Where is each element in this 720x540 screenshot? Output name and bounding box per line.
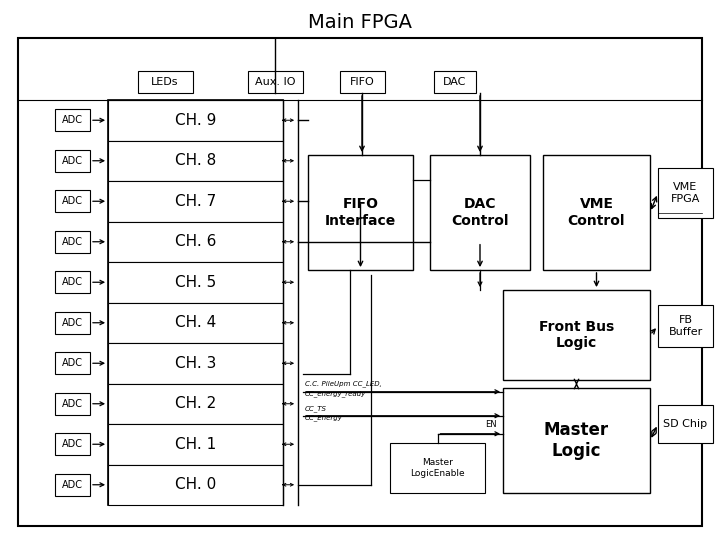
Text: FIFO: FIFO	[350, 77, 374, 87]
Bar	[108, 383, 283, 424]
Bar	[108, 100, 283, 505]
Text: ADC: ADC	[62, 358, 83, 368]
Text: ADC: ADC	[62, 237, 83, 247]
Text: VME
FPGA: VME FPGA	[671, 182, 700, 204]
Bar	[108, 464, 283, 505]
Text: Aux. IO: Aux. IO	[255, 77, 295, 87]
Text: C.C. PileUpm CC_LED,: C.C. PileUpm CC_LED,	[305, 380, 382, 387]
Text: FIFO
Interface: FIFO Interface	[325, 198, 396, 227]
Bar	[138, 71, 192, 93]
Bar	[503, 388, 650, 493]
Bar	[108, 343, 283, 383]
Text: Main FPGA: Main FPGA	[308, 12, 412, 31]
Text: EN: EN	[485, 420, 497, 429]
Bar	[55, 231, 90, 253]
Bar	[390, 443, 485, 493]
Text: CH. 6: CH. 6	[175, 234, 216, 249]
Text: ADC: ADC	[62, 399, 83, 409]
Text: CC_Energy: CC_Energy	[305, 414, 343, 421]
Text: CH. 0: CH. 0	[175, 477, 216, 492]
Text: DAC: DAC	[444, 77, 467, 87]
Bar	[55, 393, 90, 415]
Bar	[543, 155, 650, 270]
Bar	[108, 424, 283, 464]
Text: Master
Logic: Master Logic	[544, 421, 609, 460]
Text: ADC: ADC	[62, 480, 83, 490]
Bar	[658, 405, 713, 443]
Text: CH. 8: CH. 8	[175, 153, 216, 168]
Bar	[108, 100, 283, 140]
Bar	[503, 290, 650, 380]
Text: SD Chip: SD Chip	[663, 419, 708, 429]
Bar	[434, 71, 476, 93]
Bar	[55, 433, 90, 455]
Text: CH. 5: CH. 5	[175, 275, 216, 290]
Text: FB
Buffer: FB Buffer	[668, 315, 703, 337]
Bar	[108, 181, 283, 221]
Bar	[108, 140, 283, 181]
Text: ADC: ADC	[62, 318, 83, 328]
Text: CH. 3: CH. 3	[175, 356, 216, 371]
Bar	[55, 474, 90, 496]
Text: LEDs: LEDs	[151, 77, 179, 87]
Text: ADC: ADC	[62, 439, 83, 449]
Bar	[55, 150, 90, 172]
Bar	[55, 190, 90, 212]
Bar	[55, 109, 90, 131]
Text: CC_TS: CC_TS	[305, 406, 327, 412]
Bar	[430, 155, 530, 270]
Text: CC_energy_ready: CC_energy_ready	[305, 390, 366, 397]
Text: Master
LogicEnable: Master LogicEnable	[410, 458, 465, 478]
Text: CH. 2: CH. 2	[175, 396, 216, 411]
Text: DAC
Control: DAC Control	[451, 198, 509, 227]
Bar	[108, 302, 283, 343]
Text: ADC: ADC	[62, 115, 83, 125]
Text: CH. 1: CH. 1	[175, 437, 216, 452]
Bar	[308, 155, 413, 270]
Bar	[658, 305, 713, 347]
Text: ADC: ADC	[62, 156, 83, 166]
Bar	[55, 271, 90, 293]
Text: CH. 4: CH. 4	[175, 315, 216, 330]
Text: ADC: ADC	[62, 196, 83, 206]
Bar	[658, 168, 713, 218]
Text: ADC: ADC	[62, 277, 83, 287]
Bar	[108, 262, 283, 302]
Text: VME
Control: VME Control	[568, 198, 625, 227]
Bar	[55, 312, 90, 334]
Bar	[55, 352, 90, 374]
Text: CH. 9: CH. 9	[175, 113, 216, 128]
Bar	[340, 71, 384, 93]
Bar	[248, 71, 302, 93]
Text: Front Bus
Logic: Front Bus Logic	[539, 320, 614, 350]
Text: CH. 7: CH. 7	[175, 194, 216, 209]
Bar	[108, 221, 283, 262]
